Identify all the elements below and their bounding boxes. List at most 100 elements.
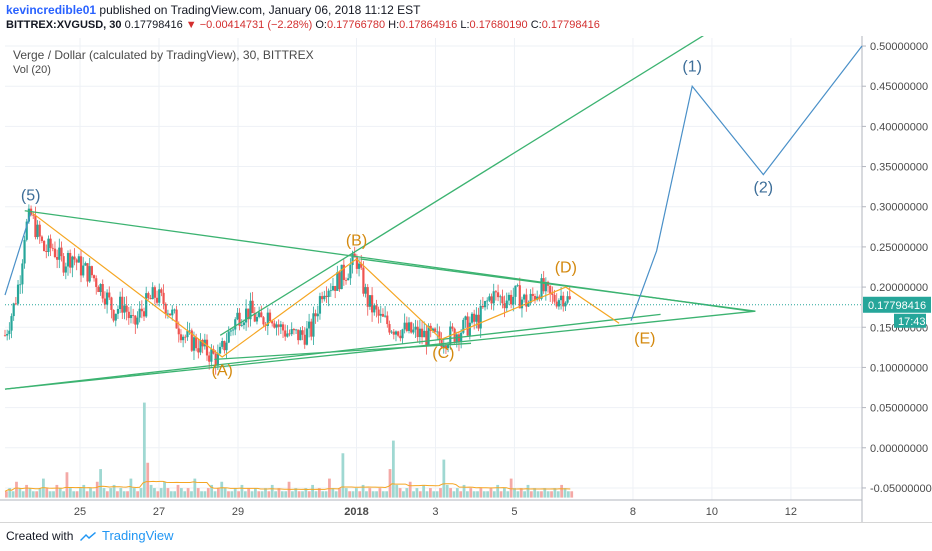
candle-body bbox=[394, 331, 398, 335]
volume-bar bbox=[58, 488, 62, 498]
candle-body bbox=[483, 301, 487, 308]
candle bbox=[416, 320, 419, 343]
candle bbox=[414, 319, 417, 339]
candle bbox=[466, 312, 469, 337]
volume-bar bbox=[270, 484, 274, 498]
candle-body bbox=[481, 305, 484, 308]
candle bbox=[203, 333, 206, 350]
candle-body bbox=[410, 322, 413, 333]
volume-bar bbox=[186, 488, 190, 498]
time-tick-label: 29 bbox=[232, 506, 244, 518]
candle-body bbox=[381, 313, 385, 317]
volume-bar bbox=[72, 491, 76, 498]
candle bbox=[184, 334, 187, 344]
close-value: 0.17798416 bbox=[541, 19, 600, 31]
candle bbox=[255, 313, 259, 325]
volume-bar bbox=[230, 491, 234, 498]
candle bbox=[110, 296, 113, 319]
volume-bar bbox=[237, 491, 240, 498]
volume-bar bbox=[344, 488, 348, 498]
candle bbox=[197, 339, 200, 359]
candle-body bbox=[405, 322, 408, 331]
candle-body bbox=[236, 312, 239, 320]
tradingview-brand-link[interactable]: TradingView bbox=[102, 528, 174, 543]
trendline-triangle-inner bbox=[360, 258, 756, 312]
wave-label: (C) bbox=[432, 345, 454, 362]
volume-bar bbox=[556, 491, 560, 498]
candle bbox=[99, 283, 102, 296]
wave-label: (A) bbox=[212, 362, 233, 379]
candle-body bbox=[205, 339, 209, 356]
high-label: H: bbox=[388, 19, 400, 31]
volume-bar bbox=[435, 491, 439, 498]
volume-bar bbox=[196, 488, 200, 498]
candle bbox=[84, 261, 87, 266]
candle bbox=[121, 288, 124, 320]
candle bbox=[142, 307, 146, 321]
candle-body bbox=[260, 312, 263, 318]
volume-bar bbox=[304, 488, 308, 498]
candle-body bbox=[192, 337, 196, 351]
volume-bar bbox=[291, 491, 294, 498]
chart-area[interactable]: 0.50000000 0.45000000 0.40000000 0.35000000… bbox=[0, 36, 932, 522]
candle-body bbox=[325, 295, 328, 298]
candle-body bbox=[462, 319, 465, 333]
candle-body bbox=[114, 313, 117, 321]
candle-body bbox=[479, 305, 482, 329]
volume-bar bbox=[25, 484, 28, 498]
volume-bar bbox=[328, 478, 331, 498]
candle-body bbox=[56, 257, 59, 260]
volume-bar bbox=[351, 491, 355, 498]
candle bbox=[470, 312, 474, 325]
candle bbox=[199, 333, 202, 356]
candle-body bbox=[266, 312, 269, 326]
volume-bar bbox=[233, 488, 237, 498]
candle-body bbox=[516, 285, 519, 287]
candle bbox=[564, 301, 567, 311]
price-chart-svg[interactable]: 0.50000000 0.45000000 0.40000000 0.35000000… bbox=[0, 36, 932, 522]
wave-label: (D) bbox=[555, 260, 577, 277]
candle bbox=[86, 262, 89, 287]
candle bbox=[405, 316, 408, 333]
volume-bar bbox=[496, 484, 500, 498]
candle-body bbox=[34, 215, 37, 238]
price-tick-label: 0.35000000 bbox=[870, 162, 928, 174]
volume-bar bbox=[523, 491, 526, 498]
candle bbox=[529, 289, 532, 306]
candle-body bbox=[370, 295, 374, 313]
candle-body bbox=[464, 316, 467, 320]
candle bbox=[21, 259, 24, 294]
candle bbox=[373, 303, 376, 316]
candle-body bbox=[303, 334, 306, 345]
candle-body bbox=[327, 290, 330, 298]
candle-body bbox=[95, 278, 98, 287]
volume-bar bbox=[122, 491, 126, 498]
candle-body bbox=[173, 309, 176, 311]
volume-bar bbox=[509, 478, 513, 498]
candle-body bbox=[177, 328, 180, 335]
candle bbox=[368, 295, 372, 310]
candle-body bbox=[92, 275, 96, 279]
candle bbox=[166, 309, 170, 319]
volume-bar bbox=[15, 481, 18, 498]
candle-body bbox=[223, 341, 226, 351]
price-tick-label: 0.40000000 bbox=[870, 121, 928, 133]
candle-body bbox=[438, 331, 441, 340]
candle bbox=[162, 284, 165, 310]
candle bbox=[429, 323, 432, 338]
price-change: ▼ −0.00414731 (−2.28%) bbox=[185, 19, 313, 31]
author-link[interactable]: kevincredible01 bbox=[6, 3, 97, 17]
close-label: C: bbox=[530, 19, 542, 31]
candle bbox=[129, 306, 133, 324]
price-tick-label: 0.45000000 bbox=[870, 81, 928, 93]
candle bbox=[473, 309, 476, 330]
candle bbox=[412, 323, 415, 335]
volume-bar bbox=[365, 491, 368, 498]
volume-bar bbox=[210, 484, 214, 498]
candle-body bbox=[512, 296, 515, 305]
volume-bar bbox=[126, 491, 129, 498]
candle-body bbox=[271, 321, 274, 324]
volume-bar bbox=[526, 484, 530, 498]
volume-bar bbox=[361, 484, 365, 498]
candle-body bbox=[240, 325, 243, 326]
